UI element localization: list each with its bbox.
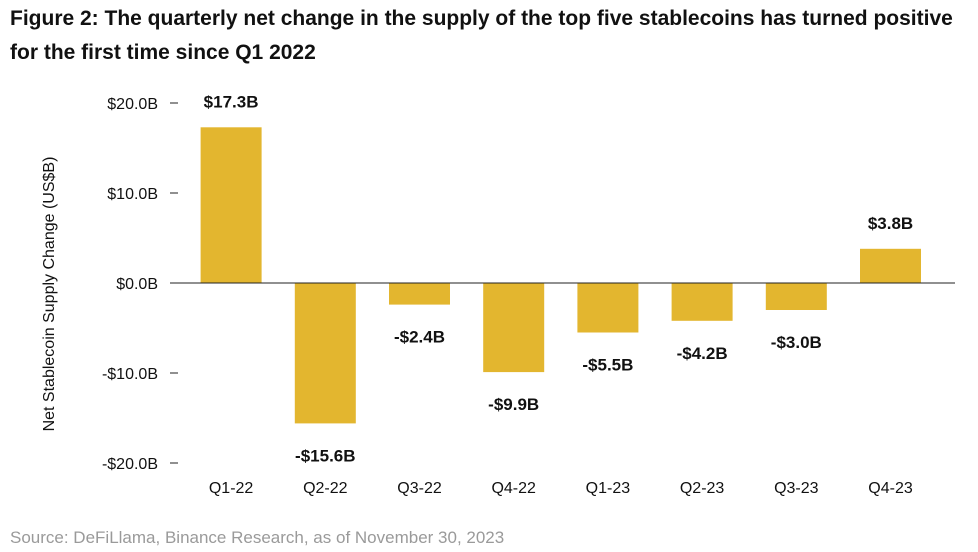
bar-q1-23 xyxy=(577,283,639,333)
data-label: -$5.5B xyxy=(582,356,633,375)
y-tick-label: -$20.0B xyxy=(102,456,158,473)
x-axis: Q1-22 Q2-22 Q3-22 Q4-22 Q1-23 Q2-23 Q3-23 Q4-23 xyxy=(209,480,913,497)
bar-q1-22 xyxy=(200,127,262,283)
bar-q4-23 xyxy=(860,248,921,283)
x-tick-label: Q4-23 xyxy=(868,480,913,497)
x-tick-label: Q2-23 xyxy=(680,480,725,497)
data-label: $3.8B xyxy=(868,214,913,233)
data-label: $17.3B xyxy=(204,92,259,111)
bar-q2-22 xyxy=(294,283,356,424)
bar-q4-22 xyxy=(483,283,545,373)
source-note: Source: DeFiLlama, Binance Research, as … xyxy=(10,528,505,547)
x-tick-label: Q3-22 xyxy=(397,480,442,497)
x-tick-label: Q3-23 xyxy=(774,480,819,497)
x-tick-label: Q1-22 xyxy=(209,480,254,497)
bar-q2-23 xyxy=(671,283,733,321)
x-tick-label: Q4-22 xyxy=(491,480,536,497)
data-label: -$9.9B xyxy=(488,395,539,414)
data-label: -$15.6B xyxy=(295,446,355,465)
bar-q3-23 xyxy=(765,283,827,310)
y-axis: $20.0B $10.0B $0.0B -$10.0B -$20.0B xyxy=(102,96,178,473)
y-tick-label: -$10.0B xyxy=(102,366,158,383)
y-tick-label: $10.0B xyxy=(107,186,158,203)
x-tick-label: Q1-23 xyxy=(586,480,631,497)
figure-title: Figure 2: The quarterly net change in th… xyxy=(10,7,953,64)
y-tick-label: $20.0B xyxy=(107,96,158,113)
bars xyxy=(200,127,921,424)
y-axis-label: Net Stablecoin Supply Change (US$B) xyxy=(41,157,58,432)
data-labels: $17.3B -$15.6B -$2.4B -$9.9B -$5.5B -$4.2B -$3… xyxy=(204,92,914,465)
data-label: -$2.4B xyxy=(394,328,445,347)
data-label: -$3.0B xyxy=(771,333,822,352)
y-tick-label: $0.0B xyxy=(116,276,158,293)
bar-q3-22 xyxy=(389,283,450,305)
x-tick-label: Q2-22 xyxy=(303,480,348,497)
data-label: -$4.2B xyxy=(677,344,728,363)
